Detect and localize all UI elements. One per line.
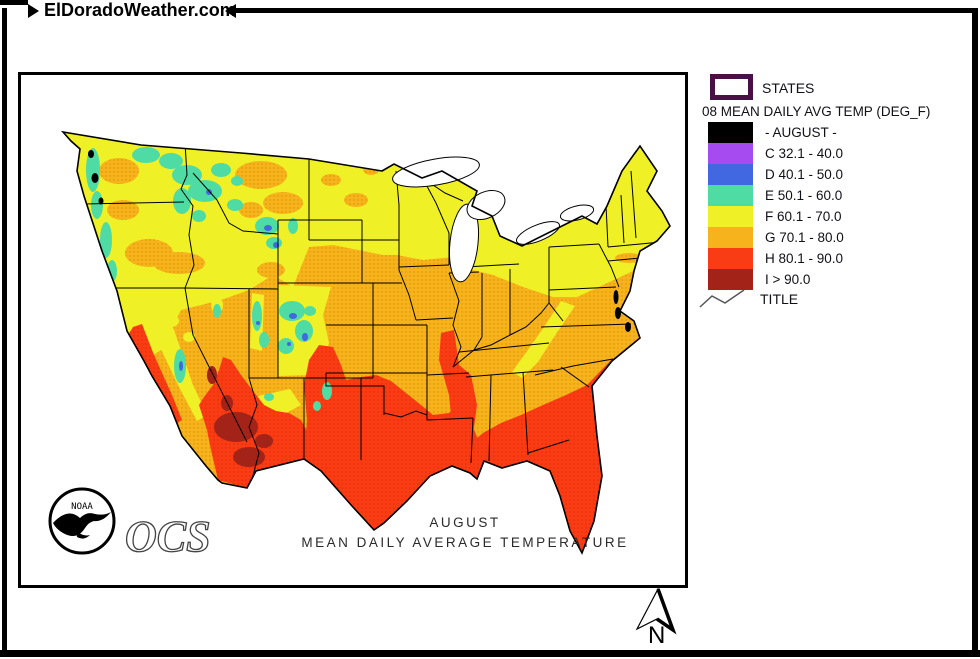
legend-swatch [708,206,753,227]
legend-title-label: TITLE [760,291,799,307]
legend-item: E 50.1 - 60.0 [708,185,844,206]
legend-swatch [708,248,753,269]
legend-item: D 40.1 - 50.0 [708,164,844,185]
north-label: N [648,622,666,649]
legend-label: C 32.1 - 40.0 [765,146,844,161]
legend-label: I > 90.0 [765,272,811,287]
legend-item: - AUGUST - [708,122,844,143]
states-legend-label: STATES [762,80,815,96]
site-title[interactable]: ElDoradoWeather.com [44,0,236,20]
legend-swatch [708,269,753,290]
frame-left-border [2,8,7,657]
legend-label: - AUGUST - [765,125,837,140]
legend-title-row: TITLE [698,288,798,310]
legend-swatch [708,185,753,206]
legend-item: C 32.1 - 40.0 [708,143,844,164]
caption-line2: MEAN DAILY AVERAGE TEMPERATURE [301,535,629,550]
banner-line-left [0,0,28,5]
legend-label: H 80.1 - 90.0 [765,251,844,266]
legend-swatch [708,164,753,185]
ocs-logo: OCS [124,511,211,561]
legend-item: G 70.1 - 80.0 [708,227,844,248]
legend-item: F 60.1 - 70.0 [708,206,844,227]
banner-arrow-left-icon [225,4,236,18]
noaa-logo: NOAA [48,487,116,555]
legend-item: H 80.1 - 90.0 [708,248,844,269]
frame-bottom-border [0,650,980,657]
legend-item: I > 90.0 [708,269,844,290]
legend-heading: 08 MEAN DAILY AVG TEMP (DEG_F) [702,104,931,119]
states-legend-swatch [710,74,753,100]
legend-label: D 40.1 - 50.0 [765,167,844,182]
legend-swatch [708,122,753,143]
legend-label: G 70.1 - 80.0 [765,230,844,245]
north-arrow-icon [635,587,677,635]
us-map-svg [62,131,671,554]
legend-rows: - AUGUST - C 32.1 - 40.0 D 40.1 - 50.0 E… [708,122,844,290]
great-lakes [392,156,595,283]
map-caption: AUGUST MEAN DAILY AVERAGE TEMPERATURE [265,513,665,553]
legend-label: E 50.1 - 60.0 [765,188,843,203]
map-frame: NOAA OCS AUGUST MEAN DAILY AVERAGE TEMPE… [18,72,688,588]
zigzag-line-icon [699,289,745,308]
legend-swatch [708,143,753,164]
legend-label: F 60.1 - 70.0 [765,209,842,224]
noaa-logo-text: NOAA [71,502,93,512]
caption-line1: AUGUST [429,515,501,530]
noaa-bird-icon [53,512,111,537]
legend-swatch [708,227,753,248]
ocs-text: OCS [125,512,211,561]
frame-right-border [972,8,978,654]
banner-line-right [236,8,977,13]
banner-arrow-right-icon [28,4,39,18]
